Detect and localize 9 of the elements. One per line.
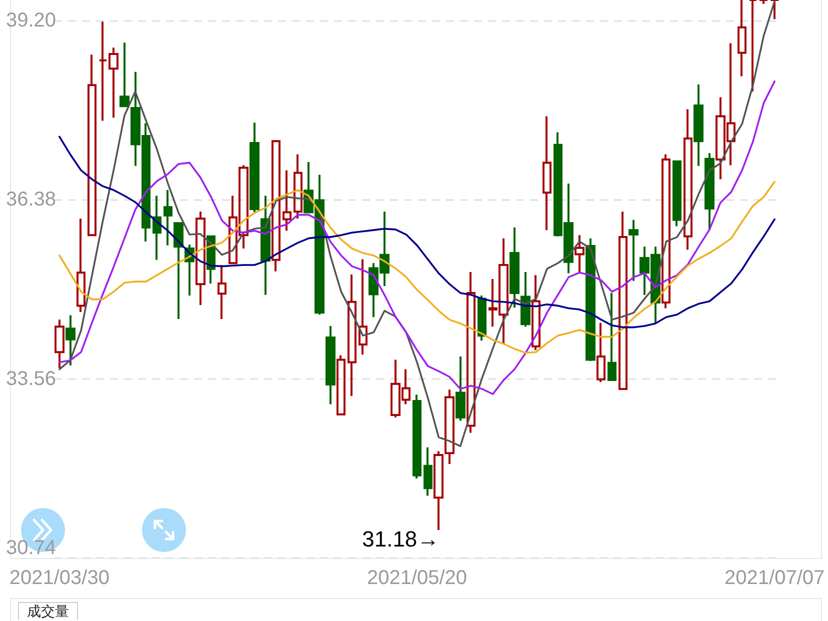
y-tick-label: 36.38	[6, 188, 56, 211]
x-tick-label: 2021/05/20	[366, 567, 468, 589]
y-tick-label: 39.20	[6, 9, 56, 32]
annotation: 31.18→	[362, 526, 440, 552]
x-tick-label: 2021/07/07	[724, 567, 825, 589]
y-tick-label: 33.56	[6, 368, 56, 390]
y-tick-label: 30.74	[6, 537, 56, 559]
x-tick-label: 2021/03/30	[9, 567, 110, 589]
tab: 成交量	[18, 602, 78, 620]
